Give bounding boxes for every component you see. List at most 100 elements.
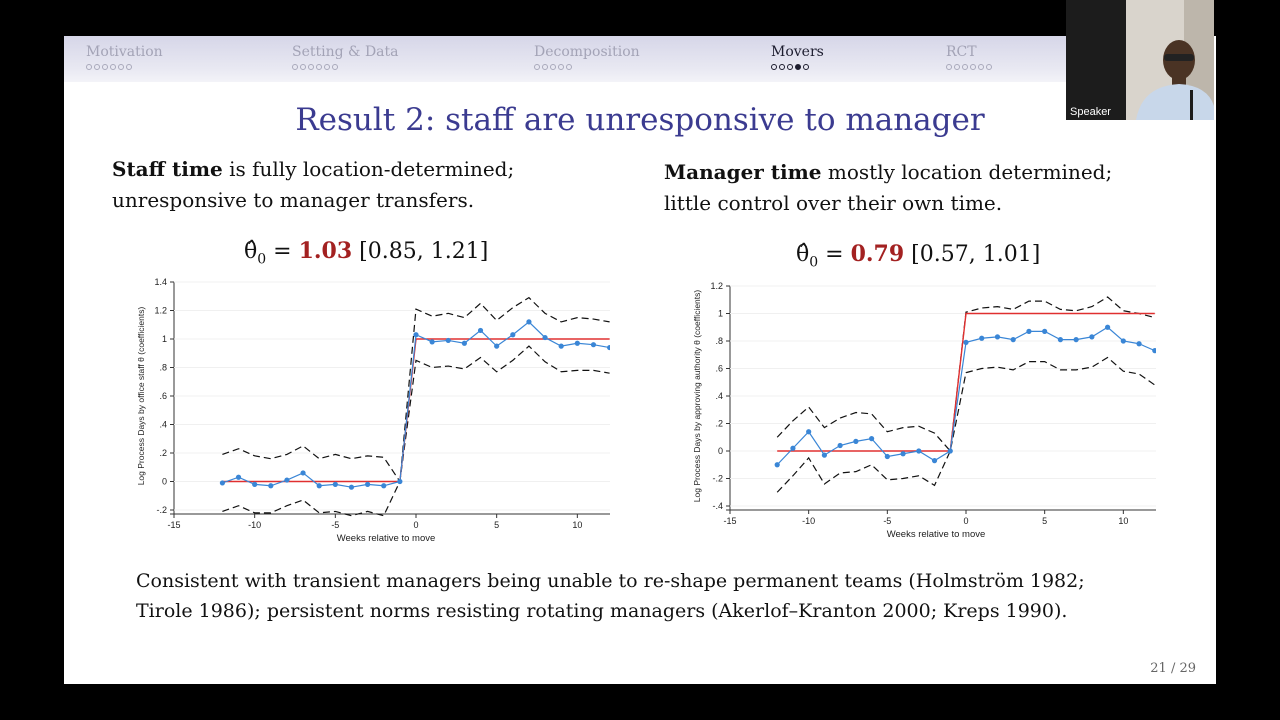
slide: Motivation Setting & Data Decomposition …	[64, 36, 1216, 684]
x-tick-label: -15	[167, 520, 180, 530]
estimate-point	[947, 448, 953, 454]
nav-section-decomposition[interactable]: Decomposition	[534, 44, 640, 70]
y-tick-label: 1.4	[154, 277, 167, 287]
speaker-silhouette-icon	[1066, 0, 1214, 120]
nav-dot[interactable]	[787, 64, 793, 70]
nav-dots[interactable]	[86, 64, 163, 70]
lower-ci-line	[776, 356, 1156, 493]
estimate-point	[413, 332, 419, 338]
y-tick-label: .2	[159, 448, 167, 458]
staff-time-chart: -.20.2.4.6.811.21.4-15-10-5051015Weeks r…	[130, 276, 663, 560]
theta-value: 0.79	[850, 241, 905, 267]
estimate-point	[494, 343, 500, 349]
estimate-point	[381, 483, 387, 489]
nav-dot[interactable]	[558, 64, 564, 70]
estimate-point	[461, 340, 467, 346]
y-tick-label: 1.2	[710, 281, 723, 291]
nav-dot[interactable]	[795, 64, 801, 70]
nav-dot[interactable]	[550, 64, 556, 70]
nav-dot[interactable]	[332, 64, 338, 70]
y-tick-label: 0	[162, 477, 167, 487]
nav-dot[interactable]	[102, 64, 108, 70]
nav-dot[interactable]	[803, 64, 809, 70]
nav-dot[interactable]	[954, 64, 960, 70]
nav-dot[interactable]	[534, 64, 540, 70]
estimate-point	[284, 477, 290, 483]
estimate-point	[931, 458, 938, 464]
y-tick-label: 0	[718, 446, 723, 456]
nav-label[interactable]: Decomposition	[534, 44, 640, 60]
left-text-line2: unresponsive to manager transfers.	[112, 188, 475, 212]
nav-dot[interactable]	[300, 64, 306, 70]
estimate-point	[316, 483, 322, 489]
speaker-video-tile[interactable]: Speaker	[1066, 0, 1214, 120]
nav-dot[interactable]	[946, 64, 952, 70]
right-theta-estimate: θ̂0 = 0.79 [0.57, 1.01]	[796, 241, 1040, 270]
estimate-point	[607, 344, 613, 351]
theta-ci: [0.57, 1.01]	[904, 242, 1041, 267]
nav-dot[interactable]	[86, 64, 92, 70]
estimate-point	[526, 319, 532, 325]
estimate-line	[222, 321, 610, 488]
y-tick-label: .2	[715, 419, 723, 429]
nav-dot[interactable]	[94, 64, 100, 70]
nav-dots[interactable]	[946, 64, 992, 70]
x-tick-label: -15	[723, 516, 736, 526]
y-tick-label: .6	[715, 364, 723, 374]
nav-dot[interactable]	[292, 64, 298, 70]
x-axis-label: Weeks relative to move	[887, 529, 986, 540]
nav-dot[interactable]	[962, 64, 968, 70]
y-tick-label: .8	[715, 336, 723, 346]
nav-label[interactable]: Movers	[771, 44, 824, 60]
estimate-point	[1089, 334, 1095, 340]
estimate-point	[884, 453, 890, 460]
nav-dots[interactable]	[534, 64, 640, 70]
left-text: is fully location-determined;	[222, 157, 515, 181]
conclusion-text: Consistent with transient managers being…	[136, 566, 1085, 626]
x-tick-label: -5	[331, 520, 339, 530]
nav-label[interactable]: RCT	[946, 44, 977, 60]
nav-section-motivation[interactable]: Motivation	[86, 44, 163, 70]
nav-section-movers[interactable]: Movers	[771, 44, 824, 70]
nav-dot[interactable]	[118, 64, 124, 70]
estimate-point	[979, 335, 985, 341]
nav-dot[interactable]	[771, 64, 777, 70]
nav-dot[interactable]	[542, 64, 548, 70]
estimate-point	[219, 480, 225, 486]
manager-time-chart: -.4-.20.2.4.6.811.2-15-10-5051015Weeks r…	[686, 272, 1207, 556]
nav-dot[interactable]	[324, 64, 330, 70]
estimate-point	[806, 429, 812, 435]
estimate-point	[510, 332, 516, 338]
x-tick-label: 5	[1042, 516, 1047, 526]
theta-value: 1.03	[298, 238, 353, 264]
estimate-point	[853, 438, 859, 444]
estimate-point	[429, 339, 435, 345]
nav-label[interactable]: Motivation	[86, 44, 163, 60]
estimate-point	[916, 448, 922, 454]
nav-section-rct[interactable]: RCT	[946, 44, 992, 70]
nav-dot[interactable]	[110, 64, 116, 70]
estimate-point	[590, 342, 597, 348]
nav-dot[interactable]	[779, 64, 785, 70]
nav-section-setting-data[interactable]: Setting & Data	[292, 44, 399, 70]
estimate-point	[900, 451, 906, 457]
nav-dot[interactable]	[566, 64, 572, 70]
upper-ci-line	[776, 296, 1155, 453]
y-tick-label: .6	[159, 391, 167, 401]
slide-title: Result 2: staff are unresponsive to mana…	[295, 102, 985, 138]
nav-label[interactable]: Setting & Data	[292, 44, 399, 60]
nav-dots[interactable]	[292, 64, 399, 70]
nav-dot[interactable]	[316, 64, 322, 70]
estimate-point	[574, 340, 580, 346]
nav-dots[interactable]	[771, 64, 824, 70]
nav-dot[interactable]	[308, 64, 314, 70]
left-description: Staff time is fully location-determined;…	[112, 154, 514, 216]
y-tick-label: .4	[715, 391, 723, 401]
y-tick-label: -.2	[156, 505, 167, 515]
estimate-point	[1010, 337, 1016, 343]
nav-dot[interactable]	[126, 64, 132, 70]
estimate-point	[963, 339, 969, 345]
nav-dot[interactable]	[970, 64, 976, 70]
nav-dot[interactable]	[978, 64, 984, 70]
nav-dot[interactable]	[986, 64, 992, 70]
